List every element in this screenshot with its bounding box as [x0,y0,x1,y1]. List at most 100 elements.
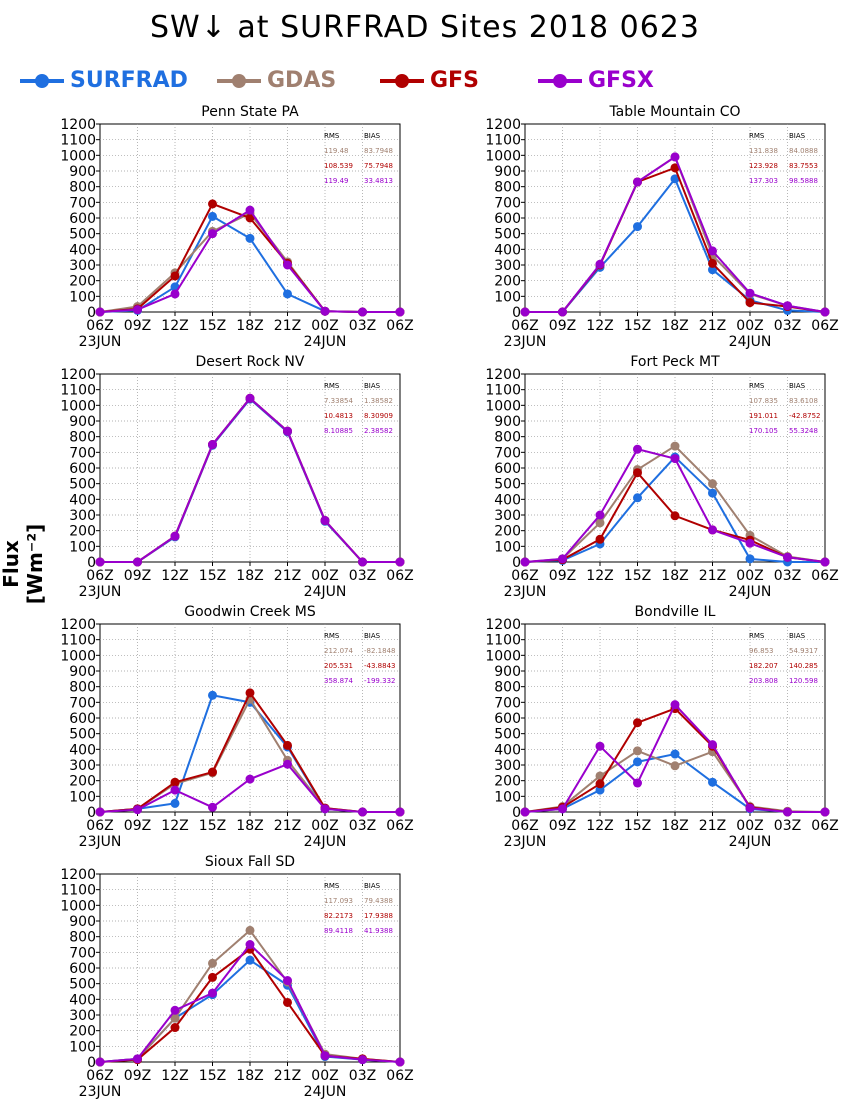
x-tick-label: 06Z [86,568,113,584]
y-tick-label: 800 [494,430,521,446]
panel-title: Table Mountain CO [608,104,740,120]
stats-header-bias: BIAS [789,632,806,640]
x-tick-label: 18Z [236,568,263,584]
stats-bias-value: 140.285 [789,662,818,670]
y-tick-label: 100 [69,1039,96,1055]
data-point-gfsx [95,307,105,317]
data-point-surfrad [670,749,680,759]
data-point-gfsx [520,557,530,567]
x-tick-label: 06Z [811,318,838,334]
stats-rms-value: 358.874 [324,677,353,685]
stats-rms-value: 203.808 [749,677,778,685]
data-point-surfrad [170,798,180,808]
data-point-surfrad [633,222,642,232]
data-point-gfsx [170,1005,180,1015]
stats-bias-value: 84.0888 [789,147,818,155]
legend-label-gfs: GFS [430,68,479,93]
data-point-gfsx [358,307,367,317]
series-gfsx [520,152,830,317]
x-tick-label: 12Z [161,818,188,834]
stats-rms-value: 131.838 [749,147,778,155]
stats-rms-value: 8.10885 [324,427,353,435]
stats-bias-value: 83.6108 [789,397,818,405]
data-point-gfs [170,777,180,787]
data-point-gfsx [745,803,755,813]
x-tick-label: 12Z [586,818,613,834]
x-tick-label: 09Z [549,818,576,834]
stats-rms-value: 82.2173 [324,912,353,920]
y-tick-label: 0 [512,555,521,571]
y-tick-label: 700 [69,445,96,461]
x-tick-label: 06Z [511,818,538,834]
stats-rms-value: 107.835 [749,397,778,405]
y-tick-label: 500 [69,977,96,993]
x-tick-label: 21Z [274,318,301,334]
chart-panel-goodwin-creek-ms: Goodwin Creek MS 010020030040050060070080… [60,604,413,850]
y-tick-label: 100 [494,539,521,555]
data-point-gfsx [95,557,105,567]
x-tick-label: 15Z [199,568,226,584]
chart-panel-fort-peck-mt: Fort Peck MT 0100200300400500600700800900… [485,354,838,600]
x-tick-label: 00Z [311,568,338,584]
data-point-gfsx [208,988,217,998]
x-tick-label: 09Z [124,318,151,334]
y-tick-label: 400 [69,492,96,508]
data-point-gfsx [170,289,180,299]
stats-rms-value: 205.531 [324,662,353,670]
y-tick-label: 1000 [485,648,521,664]
x-tick-label: 06Z [386,318,413,334]
stats-rms-value: 117.093 [324,897,353,905]
data-point-gfsx [520,807,530,817]
y-tick-label: 100 [494,289,521,305]
stats-rms-value: 10.4813 [324,412,353,420]
x-tick-label: 00Z [311,318,338,334]
data-point-gfsx [670,454,680,464]
stats-rms-value: 7.33854 [324,397,353,405]
y-tick-label: 900 [494,664,521,680]
data-point-gfsx [170,785,180,795]
x-tick-label: 12Z [161,1068,188,1084]
x-tick-label: 06Z [511,568,538,584]
data-point-gfsx [558,804,567,814]
stats-header-rms: RMS [749,132,765,140]
data-point-gfsx [595,259,605,269]
date-label: 23JUN [79,1084,122,1100]
data-point-gfs [283,740,292,750]
y-tick-label: 1000 [60,648,96,664]
x-tick-label: 12Z [161,568,188,584]
y-tick-label: 600 [69,211,96,227]
x-tick-label: 03Z [774,568,801,584]
x-tick-label: 06Z [386,1068,413,1084]
x-tick-label: 09Z [124,818,151,834]
y-tick-label: 100 [69,539,96,555]
y-tick-label: 800 [494,180,521,196]
data-point-gfsx [395,1057,405,1067]
data-point-gfs [633,468,642,478]
x-tick-label: 06Z [811,568,838,584]
legend-label-gfsx: GFSX [588,68,654,93]
date-label: 23JUN [79,584,122,600]
data-point-gfs [595,534,605,544]
date-label: 23JUN [79,834,122,850]
data-point-gfsx [133,805,142,815]
y-tick-label: 1200 [60,617,96,633]
x-tick-label: 00Z [311,1068,338,1084]
stats-rms-value: 191.011 [749,412,778,420]
data-point-gfsx [133,305,142,315]
y-tick-label: 200 [69,774,96,790]
panel-title: Goodwin Creek MS [184,604,316,620]
y-tick-label: 0 [87,305,96,321]
x-tick-label: 12Z [586,568,613,584]
y-tick-label: 1100 [60,883,96,899]
data-point-gfsx [358,557,367,567]
data-point-gfsx [245,393,255,403]
stats-bias-value: 41.9388 [364,927,393,935]
y-tick-label: 300 [494,758,521,774]
y-tick-label: 500 [494,477,521,493]
x-tick-label: 06Z [511,318,538,334]
y-tick-label: 600 [69,461,96,477]
stats-bias-value: -199.332 [364,677,395,685]
stats-rms-value: 212.074 [324,647,353,655]
data-point-gfs [708,258,717,268]
